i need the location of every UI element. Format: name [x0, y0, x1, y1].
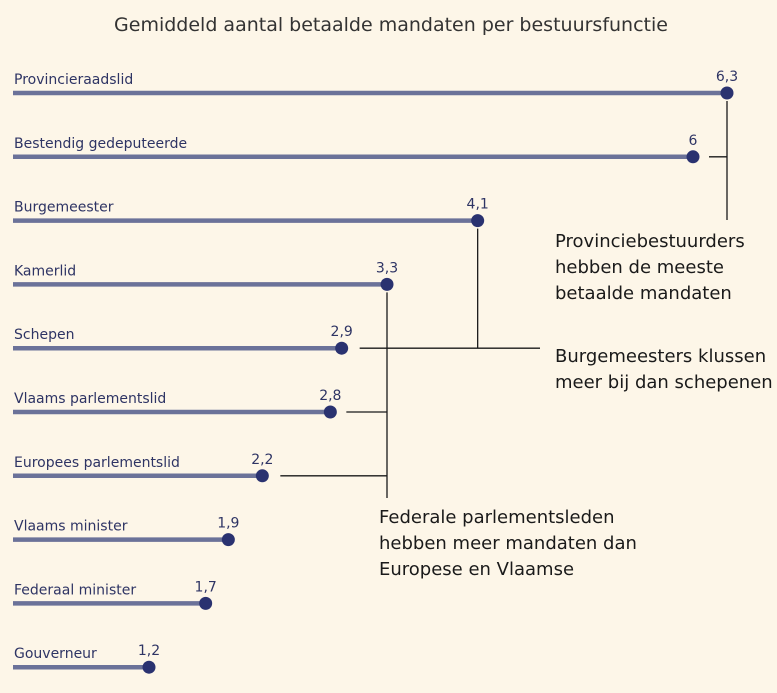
annotation-line: Federale parlementsleden — [379, 507, 615, 528]
bar-end-dot — [221, 533, 235, 547]
bar-row: Bestendig gedeputeerde 6 — [13, 133, 700, 164]
category-label: Gouverneur — [14, 646, 97, 662]
value-label: 1,9 — [217, 516, 239, 532]
annotation-line: meer bij dan schepenen — [555, 372, 773, 393]
bar-row: Vlaams minister 1,9 — [13, 516, 239, 547]
bar-end-dot — [142, 660, 156, 674]
bar-end-dot — [199, 596, 213, 610]
bars-group: Provincieraadslid 6,3 Bestendig gedeputeer… — [13, 69, 738, 674]
bar-end-dot — [255, 469, 269, 483]
annotation-line: hebben de meeste — [555, 257, 724, 278]
bar-row: Provincieraadslid 6,3 — [13, 69, 738, 100]
bar-row: Vlaams parlementslid 2,8 — [13, 388, 341, 419]
annotation-line: hebben meer mandaten dan — [379, 533, 637, 554]
annotation-line: Burgemeesters klussen — [555, 346, 766, 367]
bar-row: Burgemeester 4,1 — [13, 197, 489, 228]
value-label: 2,2 — [251, 452, 273, 468]
bar-end-dot — [720, 86, 734, 100]
annotations-group: Provinciebestuurders hebben de meeste beta… — [280, 101, 773, 580]
bar-end-dot — [686, 150, 700, 164]
value-label: 3,3 — [376, 260, 398, 276]
category-label: Vlaams parlementslid — [14, 391, 166, 407]
category-label: Vlaams minister — [14, 519, 128, 535]
category-label: Kamerlid — [14, 263, 76, 279]
bar-row: Gouverneur 1,2 — [13, 643, 160, 674]
chart-title: Gemiddeld aantal betaalde mandaten per b… — [114, 14, 668, 36]
annotation-line: Europese en Vlaamse — [379, 559, 574, 580]
bar-row: Europees parlementslid 2,2 — [13, 452, 273, 483]
annotation-text: Federale parlementsleden hebben meer mand… — [379, 507, 637, 580]
annotation-line: Provinciebestuurders — [555, 231, 745, 252]
value-label: 6,3 — [716, 69, 738, 85]
bar-end-dot — [471, 214, 485, 228]
category-label: Burgemeester — [14, 200, 114, 216]
annotation-line: betaalde mandaten — [555, 283, 732, 304]
value-label: 2,9 — [331, 324, 353, 340]
value-label: 1,2 — [138, 643, 160, 659]
category-label: Provincieraadslid — [14, 72, 133, 88]
bar-row: Federaal minister 1,7 — [13, 579, 217, 610]
value-label: 4,1 — [467, 197, 489, 213]
category-label: Europees parlementslid — [14, 455, 180, 471]
bar-end-dot — [335, 341, 349, 355]
category-label: Bestendig gedeputeerde — [14, 136, 187, 152]
value-label: 6 — [689, 133, 698, 149]
bar-end-dot — [380, 277, 394, 291]
annotation-text: Provinciebestuurders hebben de meeste beta… — [555, 231, 745, 304]
category-label: Schepen — [14, 327, 74, 343]
category-label: Federaal minister — [14, 582, 136, 598]
annotation-text: Burgemeesters klussen meer bij dan schepe… — [555, 346, 773, 393]
bar-row: Schepen 2,9 — [13, 324, 353, 355]
value-label: 2,8 — [319, 388, 341, 404]
value-label: 1,7 — [195, 579, 217, 595]
bar-row: Kamerlid 3,3 — [13, 260, 398, 291]
bar-end-dot — [323, 405, 337, 419]
